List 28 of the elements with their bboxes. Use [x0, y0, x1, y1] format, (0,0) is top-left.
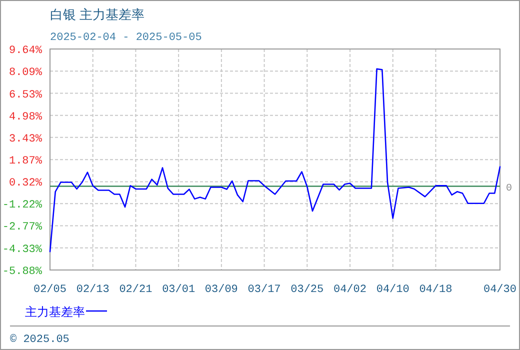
line-series	[49, 68, 501, 252]
x-tick-label: 03/25	[290, 284, 324, 296]
y-tick-label: -4.33%	[2, 244, 42, 256]
legend-label: 主力基差率	[25, 305, 85, 319]
chart-title: 白银 主力基差率	[50, 7, 145, 22]
y-tick-label: 8.09%	[8, 67, 42, 80]
y-tick-label: 4.98%	[8, 111, 42, 124]
x-tick-label: 03/09	[204, 284, 238, 296]
x-tick-label: 03/17	[248, 284, 281, 296]
text: © 2025.05	[10, 334, 70, 346]
x-tick-label: 02/05	[33, 284, 67, 296]
x-tick-label: 02/21	[119, 284, 153, 296]
ref-line-label: 0	[506, 183, 512, 194]
x-tick-label: 04/30	[483, 284, 517, 296]
y-tick-label: 3.43%	[8, 133, 42, 146]
y-tick-label: 1.87%	[8, 156, 42, 168]
x-tick-label: 02/13	[76, 284, 110, 296]
x-tick-label: 04/10	[376, 284, 410, 296]
y-tick-label: -1.22%	[2, 200, 42, 212]
y-tick-label: -2.77%	[2, 222, 42, 234]
y-tick-label: 6.53%	[8, 89, 42, 102]
chart-subtitle: 2025-02-04 - 2025-05-05	[50, 32, 202, 44]
x-tick-label: 03/01	[162, 284, 196, 296]
y-tick-label: 0.32%	[8, 178, 42, 190]
y-tick-label: 9.64%	[8, 45, 42, 57]
x-tick-label: 04/02	[333, 284, 367, 296]
y-tick-label: -5.88%	[2, 266, 42, 278]
x-tick-label: 04/18	[419, 284, 452, 296]
